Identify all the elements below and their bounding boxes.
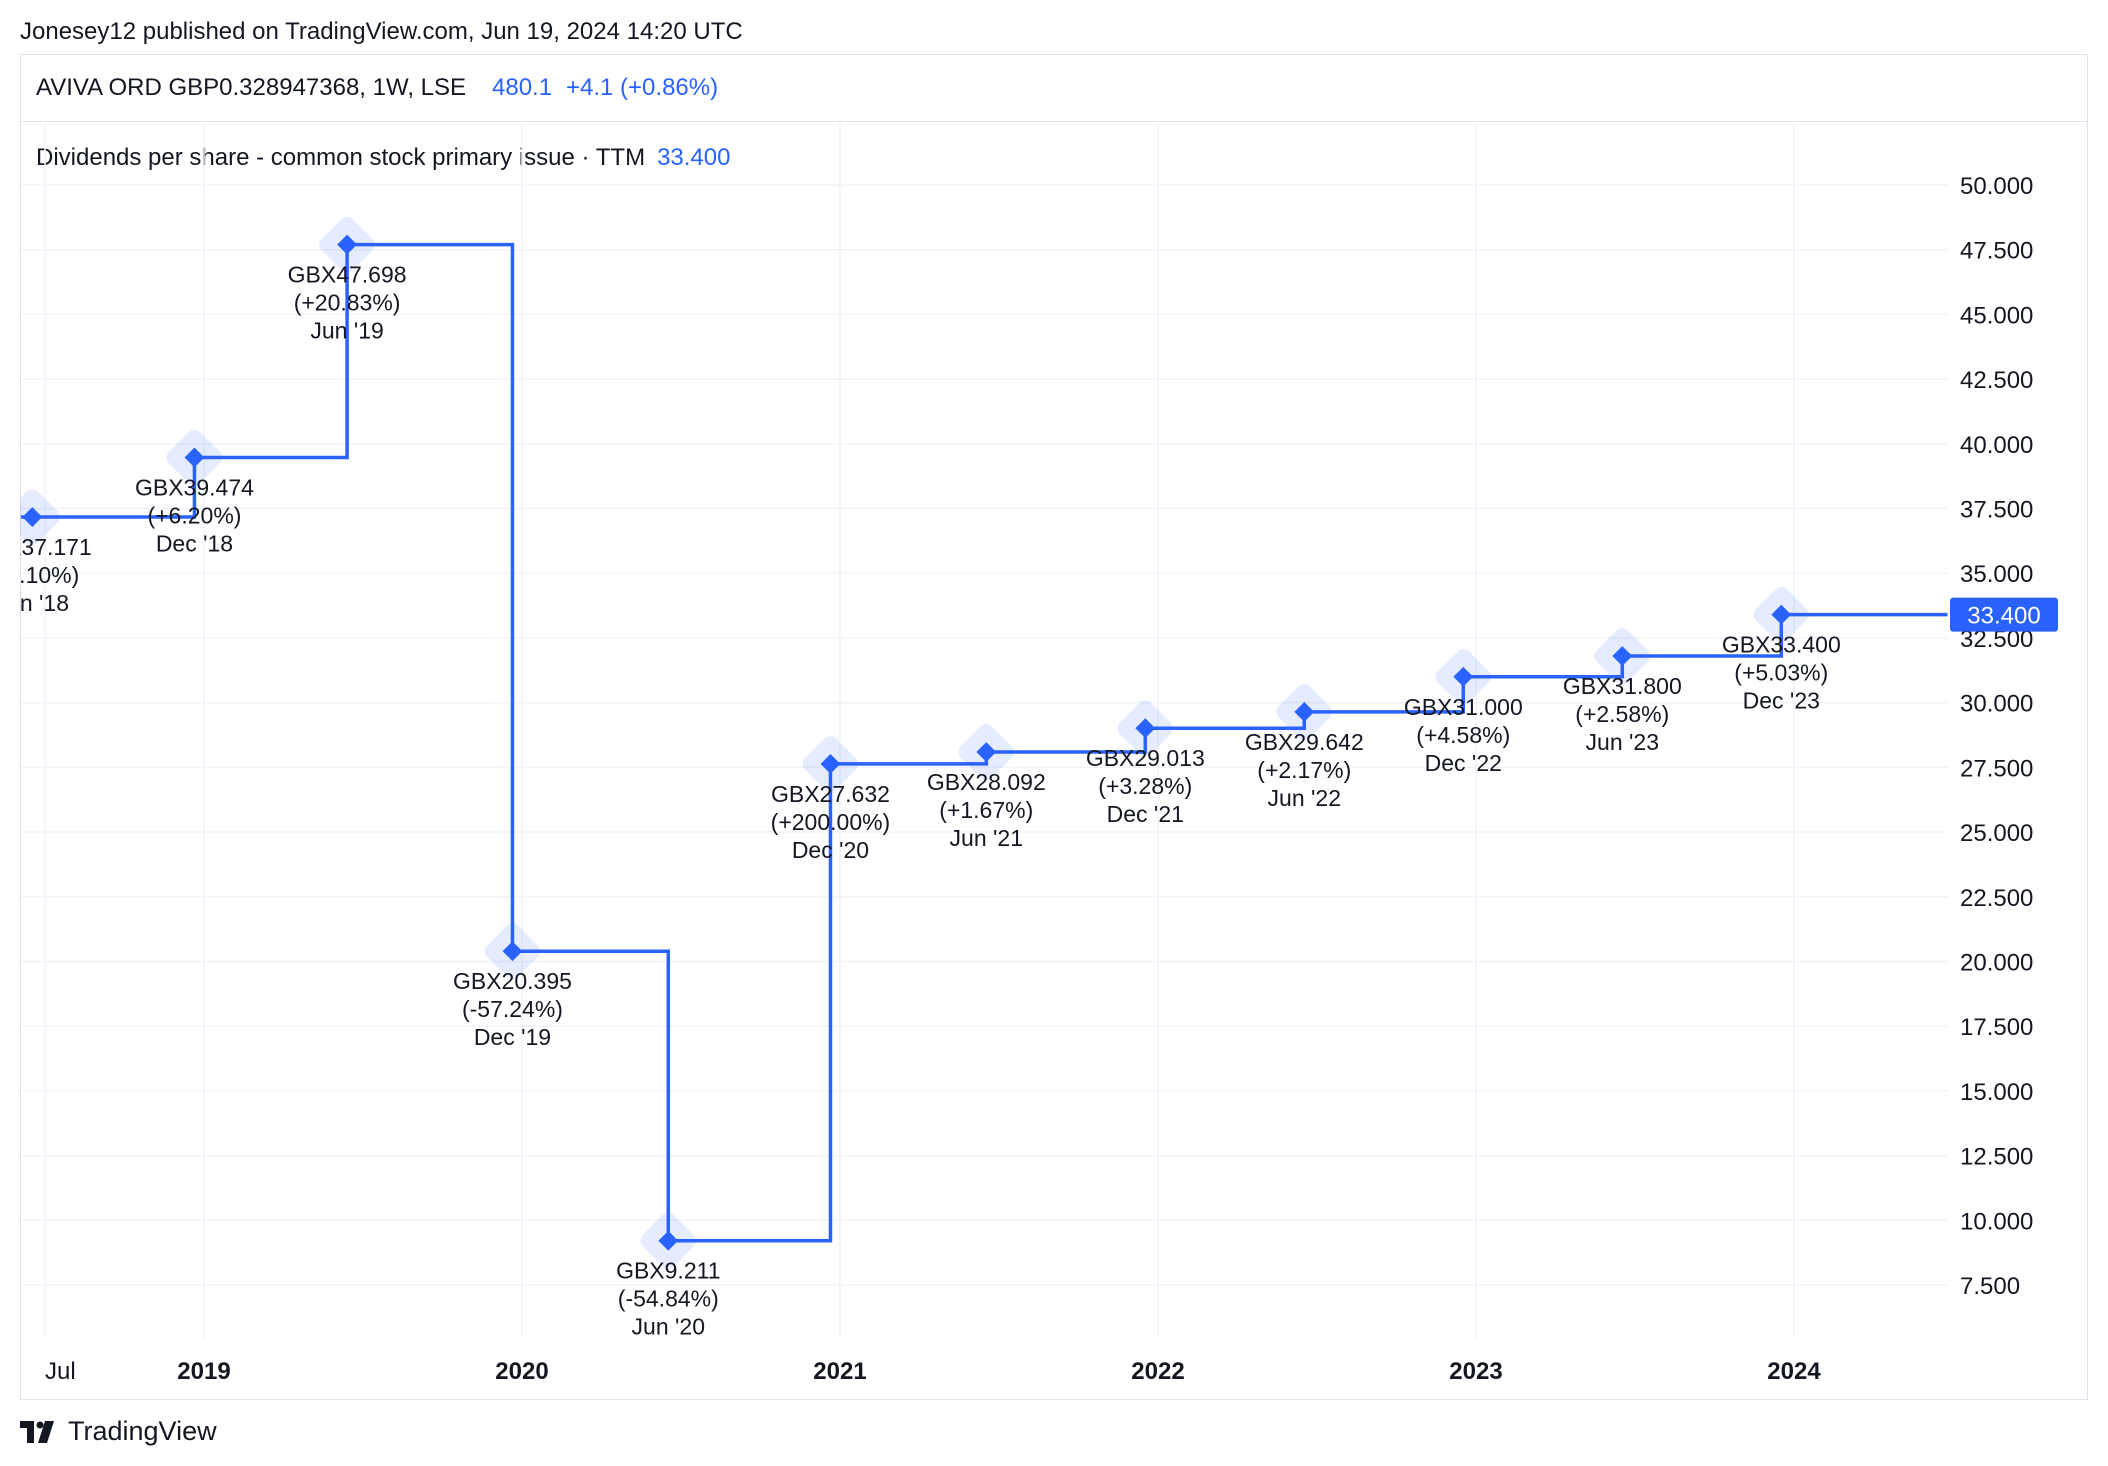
point-change-label: (-54.84%) [618, 1286, 719, 1312]
point-change-label: (+1.67%) [939, 797, 1033, 823]
point-value-label: GBX33.400 [1722, 632, 1841, 658]
point-date-label: Jun '19 [310, 318, 383, 344]
point-value-label: GBX31.000 [1404, 694, 1523, 720]
point-date-label: Jun '22 [1268, 785, 1341, 811]
y-tick-label: 37.500 [1960, 497, 2033, 524]
point-value-label: GBX29.642 [1245, 729, 1364, 755]
data-point-marker [502, 941, 523, 962]
point-value-label: GBX27.632 [771, 781, 890, 807]
data-point-marker [22, 507, 43, 527]
point-date-label: Dec '21 [1107, 801, 1184, 827]
x-tick-label: 2024 [1767, 1358, 1821, 1385]
tradingview-logo-icon [20, 1420, 54, 1443]
data-point-marker [337, 234, 357, 255]
x-tick-label: 2022 [1131, 1358, 1184, 1385]
point-date-label: Jun '21 [950, 825, 1023, 851]
data-point-marker [658, 1230, 679, 1251]
y-tick-label: 45.000 [1960, 302, 2033, 329]
y-tick-label: 27.500 [1960, 755, 2033, 782]
data-point-marker [976, 742, 997, 762]
y-tick-label: 50.000 [1960, 173, 2033, 200]
y-tick-label: 47.500 [1960, 238, 2033, 265]
point-change-label: (-57.24%) [462, 996, 563, 1022]
y-tick-label: 40.000 [1960, 432, 2033, 459]
point-value-label: GBX47.698 [288, 262, 407, 288]
point-change-label: (+5.03%) [1734, 660, 1828, 686]
chart-frame [20, 54, 2088, 1400]
data-point-marker [1135, 718, 1156, 739]
y-tick-label: 35.000 [1960, 561, 2033, 588]
x-tick-label: 2019 [177, 1358, 230, 1385]
x-tick-label: 2021 [813, 1358, 866, 1385]
dividend-step-line [21, 242, 1948, 1243]
x-tick-label: 2020 [495, 1358, 548, 1385]
footer-brand: TradingView [68, 1416, 217, 1446]
footer: TradingView [20, 1416, 217, 1447]
point-date-label: Jun '23 [1586, 729, 1659, 755]
last-value-badge [1950, 597, 2058, 632]
y-tick-label: 15.000 [1960, 1079, 2033, 1106]
indicator-legend[interactable]: Dividends per share - common stock prima… [36, 144, 730, 172]
data-point-marker [1294, 702, 1315, 722]
point-date-label: Dec '19 [474, 1024, 551, 1050]
point-value-label: GBX31.800 [1563, 673, 1682, 699]
x-tick-label: Jul [45, 1358, 76, 1385]
y-tick-label: 12.500 [1960, 1144, 2033, 1171]
data-point-marker [1612, 646, 1633, 666]
point-change-label: (+6.20%) [147, 502, 241, 528]
point-date-label: Dec '18 [156, 530, 233, 556]
point-value-label: GBX20.395 [453, 968, 572, 994]
point-change-label: (+2.58%) [1575, 701, 1669, 727]
y-tick-label: 25.000 [1960, 820, 2033, 847]
point-value-label: GBX28.092 [927, 769, 1046, 795]
data-point-marker [184, 447, 205, 468]
symbol-title[interactable]: AVIVA ORD GBP0.328947368, 1W, LSE [36, 74, 467, 101]
point-value-label: GBX29.013 [1086, 745, 1205, 771]
symbol-bar: AVIVA ORD GBP0.328947368, 1W, LSE 480.1 … [20, 54, 2088, 122]
y-tick-label: 7.500 [1960, 1273, 2020, 1300]
x-tick-label: 2023 [1449, 1358, 1502, 1385]
last-value-label: 33.400 [1967, 603, 2040, 630]
data-point-marker [820, 754, 841, 774]
point-change-label: (+2.17%) [1257, 757, 1351, 783]
point-date-label: Dec '22 [1425, 750, 1502, 776]
y-tick-label: 10.000 [1960, 1208, 2033, 1235]
symbol-change: +4.1 (+0.86%) [566, 74, 719, 101]
point-date-label: Jun '20 [632, 1314, 705, 1340]
indicator-name: Dividends per share - common stock prima… [36, 144, 646, 171]
y-tick-label: 30.000 [1960, 691, 2033, 718]
point-value-label: GBX39.474 [135, 474, 254, 500]
point-value-label: GBX9.211 [616, 1258, 720, 1284]
symbol-price: 480.1 [492, 74, 553, 101]
y-tick-label: 20.000 [1960, 949, 2033, 976]
data-point-marker [1771, 604, 1792, 625]
indicator-value: 33.400 [657, 144, 731, 171]
left-clip-mask [0, 122, 20, 1402]
point-change-label: (+4.58%) [1416, 722, 1510, 748]
point-date-label: Dec '20 [792, 837, 869, 863]
publish-info: Jonesey12 published on TradingView.com, … [20, 18, 743, 45]
point-change-label: (+200.00%) [771, 809, 891, 835]
y-tick-label: 42.500 [1960, 367, 2033, 394]
point-date-label: Dec '23 [1743, 688, 1820, 714]
point-change-label: (+20.83%) [294, 290, 401, 316]
y-tick-label: 22.500 [1960, 885, 2033, 912]
data-point-marker [1453, 666, 1474, 687]
point-change-label: (+3.28%) [1098, 773, 1192, 799]
y-tick-label: 17.500 [1960, 1014, 2033, 1041]
